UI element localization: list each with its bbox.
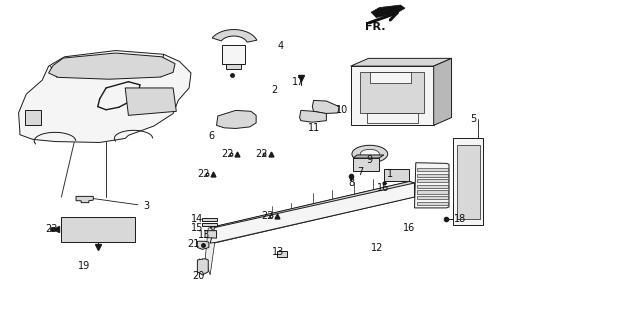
Text: 10: 10 xyxy=(336,105,348,115)
FancyBboxPatch shape xyxy=(367,114,418,123)
Polygon shape xyxy=(222,45,245,64)
FancyBboxPatch shape xyxy=(457,145,479,219)
FancyBboxPatch shape xyxy=(202,218,216,221)
FancyBboxPatch shape xyxy=(384,169,410,181)
Polygon shape xyxy=(197,241,209,249)
Text: 22: 22 xyxy=(261,211,274,221)
Polygon shape xyxy=(210,183,415,243)
FancyBboxPatch shape xyxy=(370,72,412,83)
Polygon shape xyxy=(417,191,448,193)
FancyBboxPatch shape xyxy=(353,158,379,171)
Text: 22: 22 xyxy=(255,149,268,159)
Polygon shape xyxy=(197,259,208,275)
Text: 13: 13 xyxy=(273,248,285,258)
Text: 17: 17 xyxy=(291,77,304,87)
Text: 19: 19 xyxy=(77,261,90,271)
Polygon shape xyxy=(417,179,448,182)
Text: 3: 3 xyxy=(143,201,149,211)
Text: 16: 16 xyxy=(403,223,415,233)
Text: 14: 14 xyxy=(191,214,204,224)
Text: 22: 22 xyxy=(198,169,210,179)
Polygon shape xyxy=(61,217,135,242)
FancyBboxPatch shape xyxy=(25,110,41,125)
Text: 20: 20 xyxy=(193,270,205,280)
Polygon shape xyxy=(417,174,448,177)
Text: 5: 5 xyxy=(470,114,476,124)
Polygon shape xyxy=(434,58,452,125)
Text: 7: 7 xyxy=(357,167,364,177)
Polygon shape xyxy=(212,29,257,42)
Polygon shape xyxy=(351,58,452,66)
Polygon shape xyxy=(351,66,434,125)
Circle shape xyxy=(352,145,388,163)
Polygon shape xyxy=(417,196,448,199)
Text: 15: 15 xyxy=(191,223,204,233)
Text: 18: 18 xyxy=(454,214,467,224)
Text: 1: 1 xyxy=(387,169,394,179)
Circle shape xyxy=(360,149,380,159)
Polygon shape xyxy=(300,110,326,122)
Text: 11: 11 xyxy=(307,123,320,133)
Polygon shape xyxy=(205,231,216,238)
FancyBboxPatch shape xyxy=(360,72,424,113)
FancyBboxPatch shape xyxy=(226,64,241,69)
Polygon shape xyxy=(125,88,176,115)
Polygon shape xyxy=(76,196,93,203)
Text: 8: 8 xyxy=(349,178,355,188)
Polygon shape xyxy=(312,100,339,114)
Polygon shape xyxy=(417,168,448,171)
Polygon shape xyxy=(453,138,483,225)
Text: 4: 4 xyxy=(277,41,284,51)
Text: 22: 22 xyxy=(221,149,234,159)
Polygon shape xyxy=(49,53,175,79)
Text: FR.: FR. xyxy=(365,22,385,32)
Polygon shape xyxy=(417,202,448,205)
Text: 16: 16 xyxy=(376,183,388,193)
Text: 23: 23 xyxy=(45,224,58,234)
Text: 2: 2 xyxy=(271,85,277,95)
Text: 9: 9 xyxy=(367,155,373,165)
Polygon shape xyxy=(276,251,287,257)
Polygon shape xyxy=(415,163,449,208)
Polygon shape xyxy=(216,110,256,128)
FancyBboxPatch shape xyxy=(202,223,216,226)
Text: 6: 6 xyxy=(209,131,214,141)
Text: 12: 12 xyxy=(371,244,383,254)
Text: 13: 13 xyxy=(198,230,210,240)
Polygon shape xyxy=(205,182,415,275)
Polygon shape xyxy=(19,51,191,142)
Polygon shape xyxy=(210,182,415,235)
Polygon shape xyxy=(371,5,405,18)
Polygon shape xyxy=(417,185,448,188)
Polygon shape xyxy=(353,155,384,158)
Text: 21: 21 xyxy=(188,239,200,249)
